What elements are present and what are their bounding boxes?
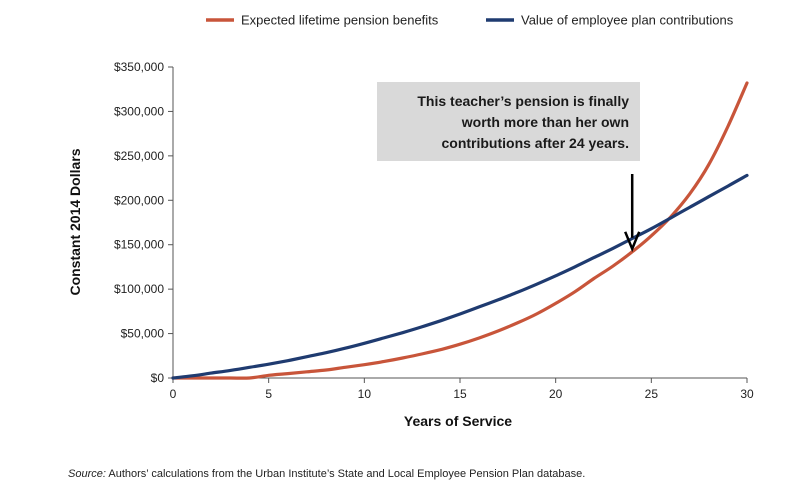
y-tick-label: $350,000 xyxy=(114,60,164,74)
y-axis: $0 $50,000 $100,000 $150,000 $200,000 $250,00… xyxy=(114,60,174,385)
annotation-text-line: This teacher’s pension is finally xyxy=(417,93,629,109)
annotation-text-line: contributions after 24 years. xyxy=(441,135,629,151)
source-text: Authors’ calculations from the Urban Ins… xyxy=(105,468,586,480)
source-note: Source: Authors’ calculations from the U… xyxy=(68,468,585,480)
contributions-line xyxy=(171,173,749,380)
legend-label: Value of employee plan contributions xyxy=(521,13,734,28)
x-tick-label: 15 xyxy=(453,387,467,401)
y-tick-label: $50,000 xyxy=(121,327,165,341)
x-tick-label: 10 xyxy=(358,387,372,401)
pension-benefits-line xyxy=(171,81,749,380)
annotation-arrow-head xyxy=(624,231,641,253)
legend-label: Expected lifetime pension benefits xyxy=(241,13,439,28)
y-axis-title: Constant 2014 Dollars xyxy=(67,148,83,295)
x-tick-label: 25 xyxy=(645,387,659,401)
y-tick-label: $0 xyxy=(151,371,165,385)
y-tick-label: $150,000 xyxy=(114,238,164,252)
annotation-text-line: worth more than her own xyxy=(461,114,629,130)
annotation-box xyxy=(377,82,640,161)
x-axis: 0 5 10 15 20 25 30 xyxy=(170,377,754,401)
y-tick-label: $200,000 xyxy=(114,193,164,207)
x-axis-title: Years of Service xyxy=(404,413,512,429)
y-tick-label: $300,000 xyxy=(114,104,164,118)
y-tick-label: $250,000 xyxy=(114,149,164,163)
x-tick-label: 30 xyxy=(740,387,754,401)
annotation: This teacher’s pension is finally worth m… xyxy=(377,82,641,253)
x-tick-label: 0 xyxy=(170,387,177,401)
x-tick-label: 5 xyxy=(265,387,272,401)
source-label: Source: xyxy=(68,468,106,480)
legend: Expected lifetime pension benefits Value … xyxy=(206,13,734,28)
series-lines xyxy=(171,81,749,380)
y-tick-label: $100,000 xyxy=(114,282,164,296)
x-tick-label: 20 xyxy=(549,387,563,401)
